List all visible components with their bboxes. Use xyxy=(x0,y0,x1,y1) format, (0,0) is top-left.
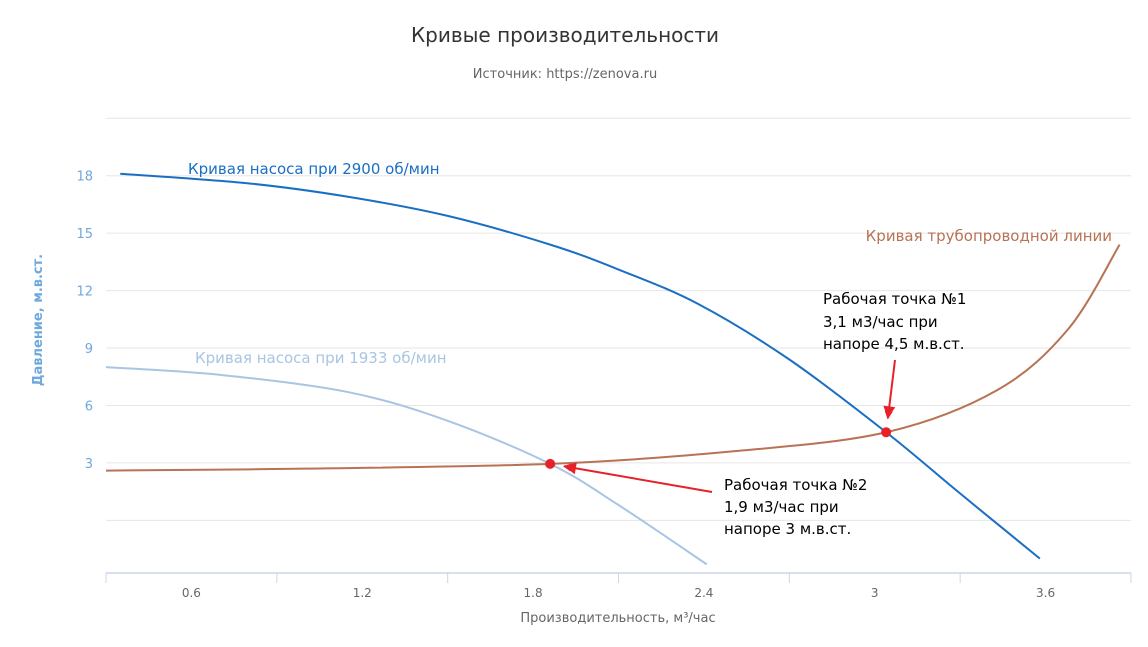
series-line-1933 xyxy=(105,366,708,566)
annotation-1-line-3: напоре 4,5 м.в.ст. xyxy=(823,335,965,353)
series-label-2900: Кривая насоса при 2900 об/мин xyxy=(188,160,440,178)
annotation-2-line-3: напоре 3 м.в.ст. xyxy=(724,520,851,538)
operating-point-marker xyxy=(881,427,892,438)
annotation-point-1: Рабочая точка №1 3,1 м3/час при напоре 4… xyxy=(823,290,966,353)
chart-title: Кривые производительности xyxy=(411,23,719,47)
arrowhead-icon xyxy=(883,405,896,419)
x-tick-label: 3.6 xyxy=(1036,586,1055,600)
series-line-pipeline xyxy=(105,244,1121,472)
annotation-2-line-2: 1,9 м3/час при xyxy=(724,498,839,516)
y-tick-label: 12 xyxy=(76,285,93,300)
y-tick-label: 9 xyxy=(85,342,93,357)
x-tick-label: 1.8 xyxy=(524,586,543,600)
y-tick-label: 6 xyxy=(85,399,93,414)
y-tick-label: 18 xyxy=(76,170,93,185)
y-tick-label: 3 xyxy=(85,457,93,472)
y-tick-label: 15 xyxy=(76,227,93,242)
chart-subtitle: Источник: https://zenova.ru xyxy=(473,67,657,82)
x-tick-label: 3 xyxy=(871,586,879,600)
annotation-2-line-1: Рабочая точка №2 xyxy=(724,476,867,494)
y-axis-title: Давление, м.в.ст. xyxy=(31,254,46,386)
annotation-arrow xyxy=(562,463,713,493)
arrowhead-icon xyxy=(563,462,577,475)
x-axis-title: Производительность, м³/час xyxy=(520,611,715,626)
series-label-pipeline: Кривая трубопроводной линии xyxy=(866,227,1112,245)
x-tick-label: 2.4 xyxy=(694,586,713,600)
gridlines xyxy=(106,117,1131,521)
x-tick-label: 0.6 xyxy=(182,586,201,600)
annotation-1-line-2: 3,1 м3/час при xyxy=(823,313,938,331)
annotations: Рабочая точка №1 3,1 м3/час при напоре 4… xyxy=(724,290,966,538)
x-tick-label: 1.2 xyxy=(353,586,372,600)
annotation-point-2: Рабочая точка №2 1,9 м3/час при напоре 3… xyxy=(724,476,867,538)
operating-points xyxy=(545,359,896,493)
annotation-1-line-1: Рабочая точка №1 xyxy=(823,290,966,308)
series-labels: Кривая насоса при 2900 об/мин Кривая нас… xyxy=(188,160,1112,367)
series-group xyxy=(105,172,1121,566)
y-axis: 3 6 9 12 15 18 xyxy=(76,170,93,472)
series-line-2900 xyxy=(120,172,1041,560)
x-axis: 0.6 1.2 1.8 2.4 3 3.6 xyxy=(105,572,1132,600)
operating-point-marker xyxy=(545,458,556,469)
series-label-1933: Кривая насоса при 1933 об/мин xyxy=(195,349,447,367)
